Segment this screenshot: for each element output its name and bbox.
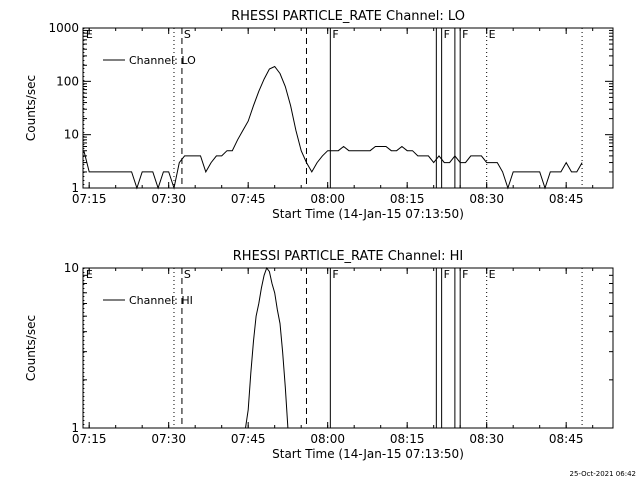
event-marker-label: F <box>462 28 468 41</box>
x-tick-label: 08:30 <box>469 432 504 446</box>
series-line <box>245 266 289 429</box>
event-marker-label: E <box>489 28 496 41</box>
event-marker-label: E <box>489 268 496 281</box>
y-tick-label: 1 <box>71 181 79 195</box>
y-tick-label: 10 <box>64 261 79 275</box>
x-tick-label: 08:45 <box>549 192 584 206</box>
x-tick-label: 08:45 <box>549 432 584 446</box>
x-tick-label: 08:15 <box>390 432 425 446</box>
event-marker-label: F <box>332 28 338 41</box>
chart-panel-hi: RHESSI PARTICLE_RATE Channel: HI 07:15 07:… <box>24 249 614 461</box>
y-tick-label: 1 <box>71 421 79 435</box>
x-tick-label: 08:30 <box>469 192 504 206</box>
event-marker-label: S <box>184 28 191 41</box>
x-tick-label: 07:30 <box>151 192 186 206</box>
x-tick-label: 08:00 <box>310 192 345 206</box>
plot-frame <box>82 27 614 189</box>
y-axis-label: Counts/sec <box>24 315 38 381</box>
event-marker-label: S <box>184 268 191 281</box>
chart-title: RHESSI PARTICLE_RATE Channel: LO <box>231 9 465 24</box>
x-tick-label: 08:15 <box>390 192 425 206</box>
y-tick-label: 100 <box>56 74 79 88</box>
x-tick-label: 07:45 <box>231 432 266 446</box>
x-tick-label: 07:30 <box>151 432 186 446</box>
event-marker-label: F <box>444 28 450 41</box>
legend-label: Channel: LO <box>129 54 196 67</box>
chart-title: RHESSI PARTICLE_RATE Channel: HI <box>233 249 463 264</box>
y-tick-label: 10 <box>64 128 79 142</box>
event-marker-label: E <box>86 268 93 281</box>
x-axis-label: Start Time (14-Jan-15 07:13:50) <box>272 447 464 461</box>
plot-frame <box>82 267 614 429</box>
x-axis-label: Start Time (14-Jan-15 07:13:50) <box>272 207 464 221</box>
legend-label: Channel: HI <box>129 294 193 307</box>
event-marker-label: F <box>444 268 450 281</box>
event-marker-label: F <box>462 268 468 281</box>
event-marker-label: F <box>332 268 338 281</box>
series-line <box>83 65 583 190</box>
x-tick-label: 08:00 <box>310 432 345 446</box>
x-tick-label: 07:15 <box>72 192 107 206</box>
y-tick-label: 1000 <box>48 21 79 35</box>
chart-panel-lo: RHESSI PARTICLE_RATE Channel: LO 07:15 07:… <box>24 9 614 221</box>
event-marker-label: E <box>86 28 93 41</box>
x-tick-label: 07:45 <box>231 192 266 206</box>
x-tick-label: 07:15 <box>72 432 107 446</box>
y-axis-label: Counts/sec <box>24 75 38 141</box>
generation-timestamp: 25-Oct-2021 06:42 <box>570 470 636 478</box>
